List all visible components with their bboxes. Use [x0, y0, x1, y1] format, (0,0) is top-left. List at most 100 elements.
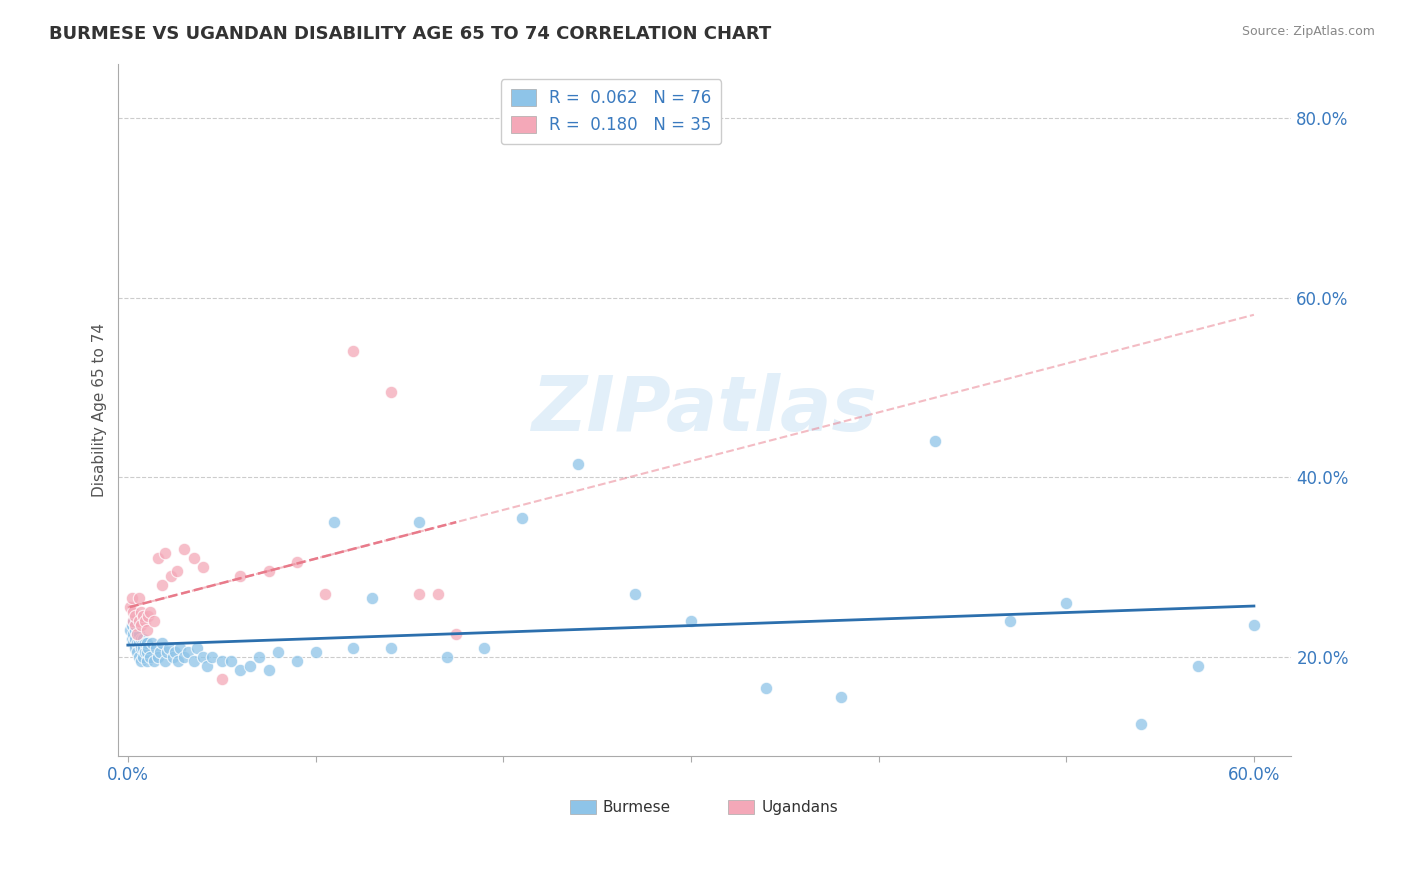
Y-axis label: Disability Age 65 to 74: Disability Age 65 to 74 [93, 323, 107, 497]
Point [127, 627, 149, 641]
Point [623, 587, 645, 601]
Point [183, 551, 205, 566]
Point [127, 627, 149, 641]
Point [128, 614, 150, 628]
Point [149, 645, 172, 659]
Point [132, 649, 155, 664]
Point [143, 654, 166, 668]
Point [135, 636, 157, 650]
Point [134, 614, 156, 628]
Text: Source: ZipAtlas.com: Source: ZipAtlas.com [1241, 25, 1375, 38]
Point [1130, 717, 1153, 731]
Point [145, 640, 167, 655]
Point [129, 654, 152, 668]
Point [135, 645, 157, 659]
Point [122, 614, 145, 628]
Point [173, 649, 195, 664]
Point [436, 649, 458, 664]
Point [257, 663, 280, 677]
Point [129, 618, 152, 632]
Point [118, 600, 141, 615]
Point [247, 649, 270, 664]
Point [239, 658, 262, 673]
Text: ZIPatlas: ZIPatlas [531, 373, 877, 447]
Point [342, 344, 364, 359]
Point [132, 609, 155, 624]
Point [229, 663, 252, 677]
Point [124, 623, 146, 637]
Point [156, 645, 179, 659]
Point [121, 618, 143, 632]
Point [138, 640, 160, 655]
Point [122, 636, 145, 650]
Point [924, 434, 946, 449]
Point [446, 627, 468, 641]
Point [219, 654, 242, 668]
Point [195, 658, 218, 673]
Point [567, 457, 589, 471]
Point [285, 654, 308, 668]
Point [124, 618, 146, 632]
Point [380, 640, 402, 655]
Point [342, 640, 364, 655]
Point [229, 569, 252, 583]
Point [360, 591, 382, 606]
Point [157, 640, 180, 655]
Point [128, 649, 150, 664]
Point [150, 636, 173, 650]
Point [122, 614, 145, 628]
Point [314, 587, 336, 601]
Point [139, 649, 162, 664]
Point [304, 645, 326, 659]
Point [134, 636, 156, 650]
Point [138, 609, 160, 624]
Point [211, 672, 233, 686]
Point [143, 614, 166, 628]
Point [128, 591, 150, 606]
Point [177, 645, 200, 659]
Point [285, 556, 308, 570]
Point [135, 623, 157, 637]
Point [132, 640, 155, 655]
Point [191, 649, 214, 664]
Text: Burmese: Burmese [603, 800, 671, 815]
Point [155, 654, 177, 668]
Point [129, 632, 152, 646]
Point [267, 645, 290, 659]
Point [155, 547, 177, 561]
Legend: R =  0.062   N = 76, R =  0.180   N = 35: R = 0.062 N = 76, R = 0.180 N = 35 [501, 79, 721, 144]
Point [118, 623, 141, 637]
Point [121, 591, 143, 606]
Point [122, 627, 145, 641]
Point [257, 565, 280, 579]
Point [146, 649, 169, 664]
Point [191, 560, 214, 574]
Point [510, 510, 533, 524]
Point [139, 605, 162, 619]
Point [122, 605, 145, 619]
Point [169, 640, 191, 655]
Point [160, 569, 183, 583]
FancyBboxPatch shape [728, 800, 754, 814]
Text: Ugandans: Ugandans [761, 800, 838, 815]
Point [129, 605, 152, 619]
Point [998, 614, 1021, 628]
Point [380, 384, 402, 399]
Point [755, 681, 778, 696]
Point [679, 614, 702, 628]
Point [201, 649, 224, 664]
Point [1187, 658, 1209, 673]
Point [128, 636, 150, 650]
Point [173, 541, 195, 556]
Point [127, 636, 149, 650]
Point [186, 640, 208, 655]
Point [146, 551, 169, 566]
Point [323, 515, 346, 529]
Point [124, 632, 146, 646]
Point [1243, 618, 1265, 632]
Point [134, 645, 156, 659]
Point [1054, 596, 1077, 610]
Point [124, 609, 146, 624]
Point [124, 640, 146, 655]
Point [121, 632, 143, 646]
